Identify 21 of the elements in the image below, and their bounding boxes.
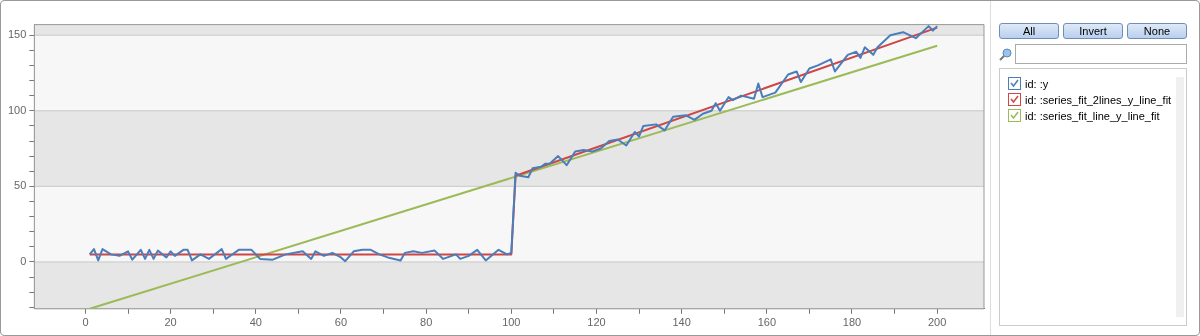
x-tick-label: 60 [334, 316, 348, 329]
legend-label: id: :y [1025, 77, 1049, 90]
y-tick-label: 50 [14, 179, 27, 192]
x-tick-label: 100 [502, 316, 521, 329]
button: All [999, 23, 1059, 39]
x-tick-label: 0 [82, 316, 89, 329]
legend-label: id: :series_fit_2lines_y_line_fit [1025, 93, 1172, 106]
x-tick-label: 180 [842, 316, 862, 329]
y-tick-label: 100 [7, 103, 27, 116]
button: Invert [1063, 23, 1123, 39]
legend-label: id: :series_fit_line_y_line_fit [1025, 109, 1160, 122]
x-tick-label: 160 [757, 316, 776, 329]
x-tick-label: 80 [420, 316, 433, 329]
x-tick-label: 140 [672, 316, 691, 329]
y-tick-label: 0 [20, 254, 27, 267]
button: None [1127, 23, 1187, 39]
x-tick-label: 40 [249, 316, 262, 329]
x-tick-label: 120 [587, 316, 606, 329]
x-tick-label: 200 [927, 316, 947, 329]
y-tick-label: 150 [7, 28, 27, 41]
x-tick-label: 20 [164, 316, 177, 329]
